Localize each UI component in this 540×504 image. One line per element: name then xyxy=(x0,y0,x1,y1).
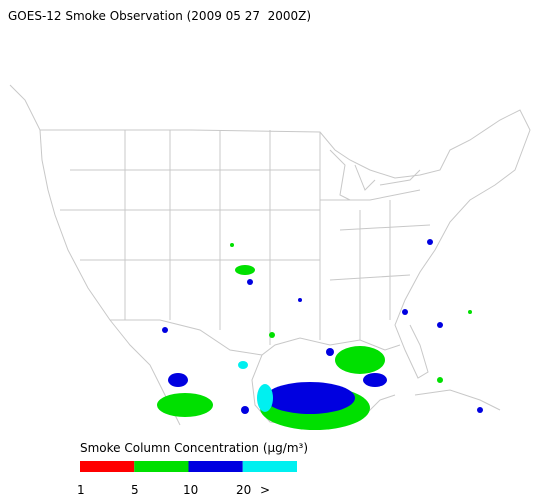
smoke-area xyxy=(257,384,273,412)
smoke-area xyxy=(162,327,168,333)
smoke-area xyxy=(298,298,302,302)
smoke-area xyxy=(265,382,355,414)
color-bin xyxy=(242,461,297,472)
smoke-area xyxy=(402,309,408,315)
smoke-area xyxy=(168,373,188,387)
great-lakes xyxy=(329,149,421,201)
legend-label: 1 xyxy=(77,483,85,497)
smoke-area xyxy=(235,265,255,275)
color-bin xyxy=(80,461,135,472)
title: GOES-12 Smoke Observation (2009 05 27 20… xyxy=(8,9,311,23)
colorbar: 1 5 10 20 > xyxy=(77,461,297,497)
smoke-area xyxy=(241,406,249,414)
smoke-area xyxy=(437,322,443,328)
smoke-area xyxy=(468,310,472,314)
legend-title: Smoke Column Concentration (μg/m³) xyxy=(80,441,308,455)
cuba xyxy=(414,389,501,411)
smoke-area xyxy=(238,361,248,369)
color-bin xyxy=(188,461,243,472)
legend-label: 10 xyxy=(183,483,198,497)
smoke-area xyxy=(363,373,387,387)
legend-label: 20 xyxy=(236,483,251,497)
basemap xyxy=(9,84,531,429)
smoke-area xyxy=(157,393,213,417)
legend-label: 5 xyxy=(131,483,139,497)
smoke-area xyxy=(326,348,334,356)
smoke-area xyxy=(230,243,234,247)
smoke xyxy=(157,239,483,430)
borders xyxy=(60,130,431,356)
smoke-area xyxy=(477,407,483,413)
smoke-area xyxy=(437,377,443,383)
smoke-area xyxy=(269,332,275,338)
color-bin xyxy=(134,461,189,472)
smoke-area xyxy=(247,279,253,285)
smoke-area xyxy=(335,346,385,374)
legend-label: > xyxy=(260,483,270,497)
smoke-area xyxy=(427,239,433,245)
